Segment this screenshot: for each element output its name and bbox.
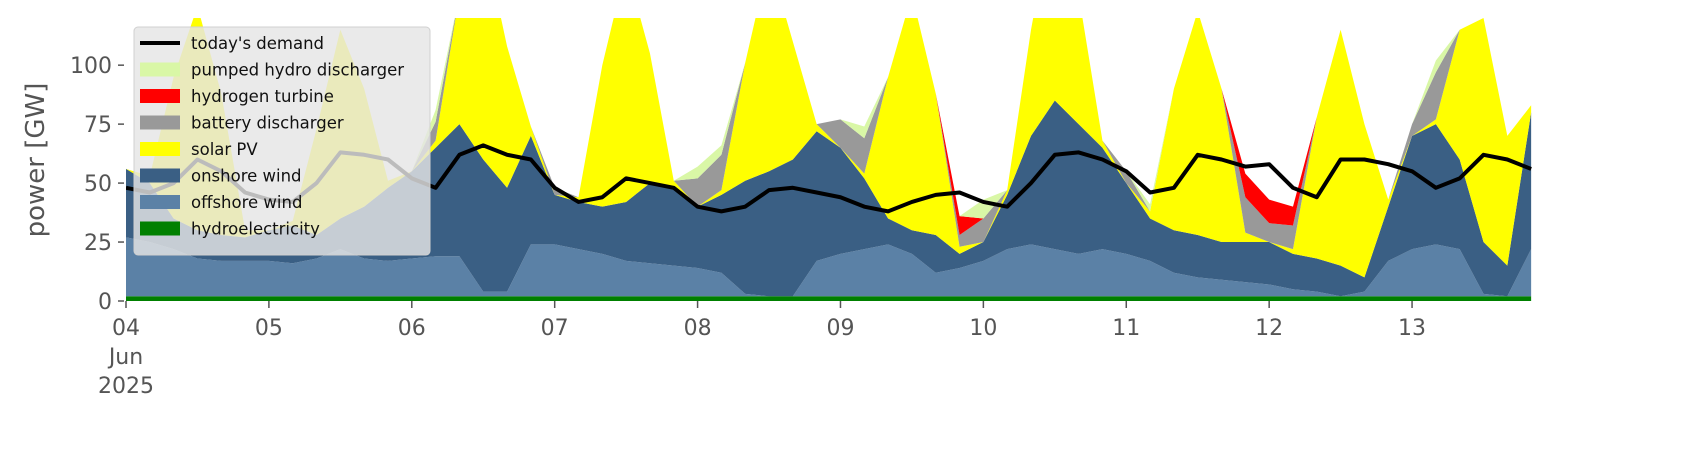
legend-box [133,26,431,256]
x-tick-label: 11 [1112,316,1140,341]
legend-swatch [140,89,180,103]
legend-swatch [140,168,180,183]
plot-area [126,18,1532,301]
legend-label: hydroelectricity [191,220,320,239]
area-4 [126,18,1532,250]
legend-swatch [140,142,180,156]
legend-label: offshore wind [191,193,302,212]
x-tick-label: 07 [541,316,569,341]
area-0 [126,296,1532,301]
legend-label: onshore wind [191,167,302,186]
legend-label: battery discharger [191,114,344,133]
legend-swatch [140,62,180,77]
legend-swatch [140,115,180,130]
legend: today's demand pumped hydro discharger hyd… [133,26,431,256]
y-tick-label: 0 [98,290,112,315]
area-2 [126,100,1532,297]
legend-label: pumped hydro discharger [191,61,404,80]
legend-label: solar PV [191,140,258,159]
x-tick-label: 04 [112,316,140,341]
x-tick-label: 09 [826,316,854,341]
legend-label: hydrogen turbine [191,87,334,106]
x-tick-label: 05 [255,316,283,341]
y-tick-label: 75 [84,113,112,138]
axes: 0 25 50 75 100 04 05 06 07 08 09 10 11 12 13 Jun 2025 [70,54,1426,399]
legend-swatch [140,195,180,209]
x-tick-sublabel: 2025 [98,374,154,399]
legend-swatch [140,221,180,236]
x-tick-label: 10 [969,316,997,341]
y-tick-label: 50 [84,172,112,197]
y-axis-label: power [GW] [21,83,51,238]
x-tick-label: 13 [1398,316,1426,341]
y-tick-label: 100 [70,54,112,79]
x-tick-label: 08 [684,316,712,341]
x-tick-label: 12 [1255,316,1283,341]
y-tick-label: 25 [84,231,112,256]
area-3 [126,18,1532,278]
legend-label: today's demand [191,34,324,53]
x-tick-label: 06 [398,316,426,341]
x-tick-sublabel: Jun [107,345,143,370]
area-1 [126,237,1532,297]
